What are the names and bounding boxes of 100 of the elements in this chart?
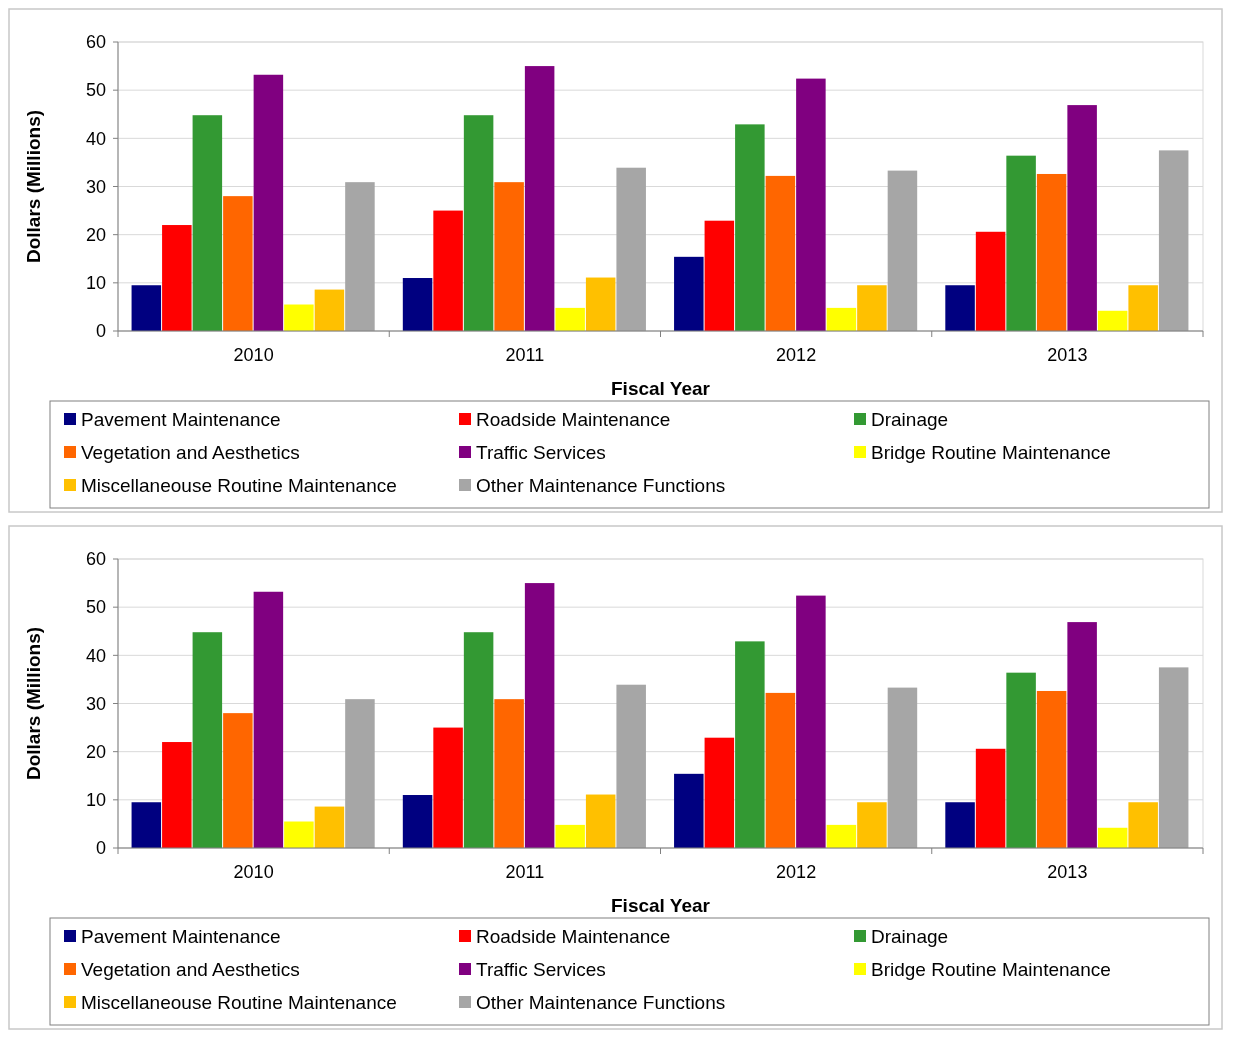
bar xyxy=(1036,173,1067,331)
legend-label: Roadside Maintenance xyxy=(476,408,671,430)
bar xyxy=(1128,802,1158,848)
legend-label: Other Maintenance Functions xyxy=(476,474,726,496)
bar xyxy=(796,595,826,848)
bar xyxy=(162,225,192,331)
x-tick-label: 2011 xyxy=(505,862,545,882)
bar xyxy=(765,692,796,848)
bar xyxy=(674,256,704,331)
y-tick-label: 60 xyxy=(85,549,106,570)
bar xyxy=(223,196,253,331)
bar xyxy=(463,632,494,848)
y-tick-label: 10 xyxy=(85,273,106,294)
y-axis-title: Dollars (Millions) xyxy=(23,626,44,781)
bar xyxy=(1067,622,1097,848)
x-tick-label: 2010 xyxy=(233,862,274,882)
y-tick-label: 40 xyxy=(85,645,106,666)
bar xyxy=(796,78,826,331)
legend-label: Miscellaneouse Routine Maintenance xyxy=(81,474,397,496)
bar xyxy=(192,632,223,848)
bar xyxy=(253,74,284,331)
x-axis-title: Fiscal Year xyxy=(611,378,711,399)
bar xyxy=(223,713,253,848)
bar xyxy=(1158,150,1189,331)
bar xyxy=(585,794,616,848)
bar xyxy=(887,687,918,848)
bar xyxy=(402,278,433,331)
bar xyxy=(314,289,345,331)
legend-label: Bridge Routine Maintenance xyxy=(871,958,1111,980)
bar xyxy=(1097,310,1128,331)
bar xyxy=(131,802,162,848)
legend-label: Pavement Maintenance xyxy=(81,408,281,430)
legend-label: Vegetation and Aesthetics xyxy=(81,958,300,980)
bar xyxy=(253,591,284,848)
bar xyxy=(857,285,887,331)
y-tick-label: 60 xyxy=(85,32,106,53)
bar xyxy=(1006,155,1036,331)
bar xyxy=(945,285,975,331)
bar xyxy=(735,124,765,331)
legend-label: Traffic Services xyxy=(476,441,606,463)
y-tick-label: 10 xyxy=(85,790,106,811)
bar xyxy=(826,307,857,331)
x-tick-label: 2013 xyxy=(1047,862,1088,882)
legend-label: Roadside Maintenance xyxy=(476,925,671,947)
bar xyxy=(975,748,1006,848)
bar xyxy=(1067,105,1097,331)
bar xyxy=(616,167,646,331)
legend-label: Traffic Services xyxy=(476,958,606,980)
bar xyxy=(524,66,555,331)
bar xyxy=(1036,690,1067,848)
bar xyxy=(402,795,433,848)
bar xyxy=(494,182,524,331)
y-tick-label: 50 xyxy=(85,80,106,101)
bar xyxy=(1128,285,1158,331)
bar xyxy=(131,285,162,331)
legend-label: Bridge Routine Maintenance xyxy=(871,441,1111,463)
y-tick-label: 20 xyxy=(85,741,106,762)
y-tick-label: 20 xyxy=(85,224,106,245)
x-tick-label: 2011 xyxy=(505,345,545,365)
legend-label: Vegetation and Aesthetics xyxy=(81,441,300,463)
y-tick-label: 0 xyxy=(95,838,106,859)
legend-label: Pavement Maintenance xyxy=(81,925,281,947)
legend-label: Drainage xyxy=(871,925,949,947)
y-tick-label: 30 xyxy=(85,693,106,714)
y-tick-label: 0 xyxy=(95,321,106,342)
bar xyxy=(674,773,704,848)
bar xyxy=(704,220,735,331)
bar xyxy=(433,727,463,848)
bar xyxy=(1006,672,1036,848)
legend-label: Drainage xyxy=(871,408,949,430)
x-tick-label: 2010 xyxy=(233,345,274,365)
bar xyxy=(585,277,616,331)
bar xyxy=(945,802,975,848)
x-tick-label: 2012 xyxy=(776,345,817,365)
bar xyxy=(284,304,314,331)
bar xyxy=(765,175,796,331)
bar xyxy=(1158,667,1189,848)
bar xyxy=(555,824,585,848)
legend-label: Miscellaneouse Routine Maintenance xyxy=(81,991,397,1013)
legend-label: Other Maintenance Functions xyxy=(476,991,726,1013)
bar xyxy=(1097,827,1128,848)
bar xyxy=(314,806,345,848)
bar xyxy=(704,737,735,848)
bar xyxy=(345,182,375,331)
bar xyxy=(463,115,494,331)
x-axis-title: Fiscal Year xyxy=(611,895,711,916)
bar xyxy=(345,699,375,848)
y-tick-label: 40 xyxy=(85,128,106,149)
bar xyxy=(616,684,646,848)
bar xyxy=(857,802,887,848)
bar xyxy=(524,583,555,848)
x-tick-label: 2013 xyxy=(1047,345,1088,365)
bar xyxy=(555,307,585,331)
bar xyxy=(735,641,765,848)
bar xyxy=(284,821,314,848)
y-axis-title: Dollars (Millions) xyxy=(23,109,44,264)
bar xyxy=(494,699,524,848)
bar xyxy=(433,210,463,331)
bar xyxy=(192,115,223,331)
bar xyxy=(826,824,857,848)
